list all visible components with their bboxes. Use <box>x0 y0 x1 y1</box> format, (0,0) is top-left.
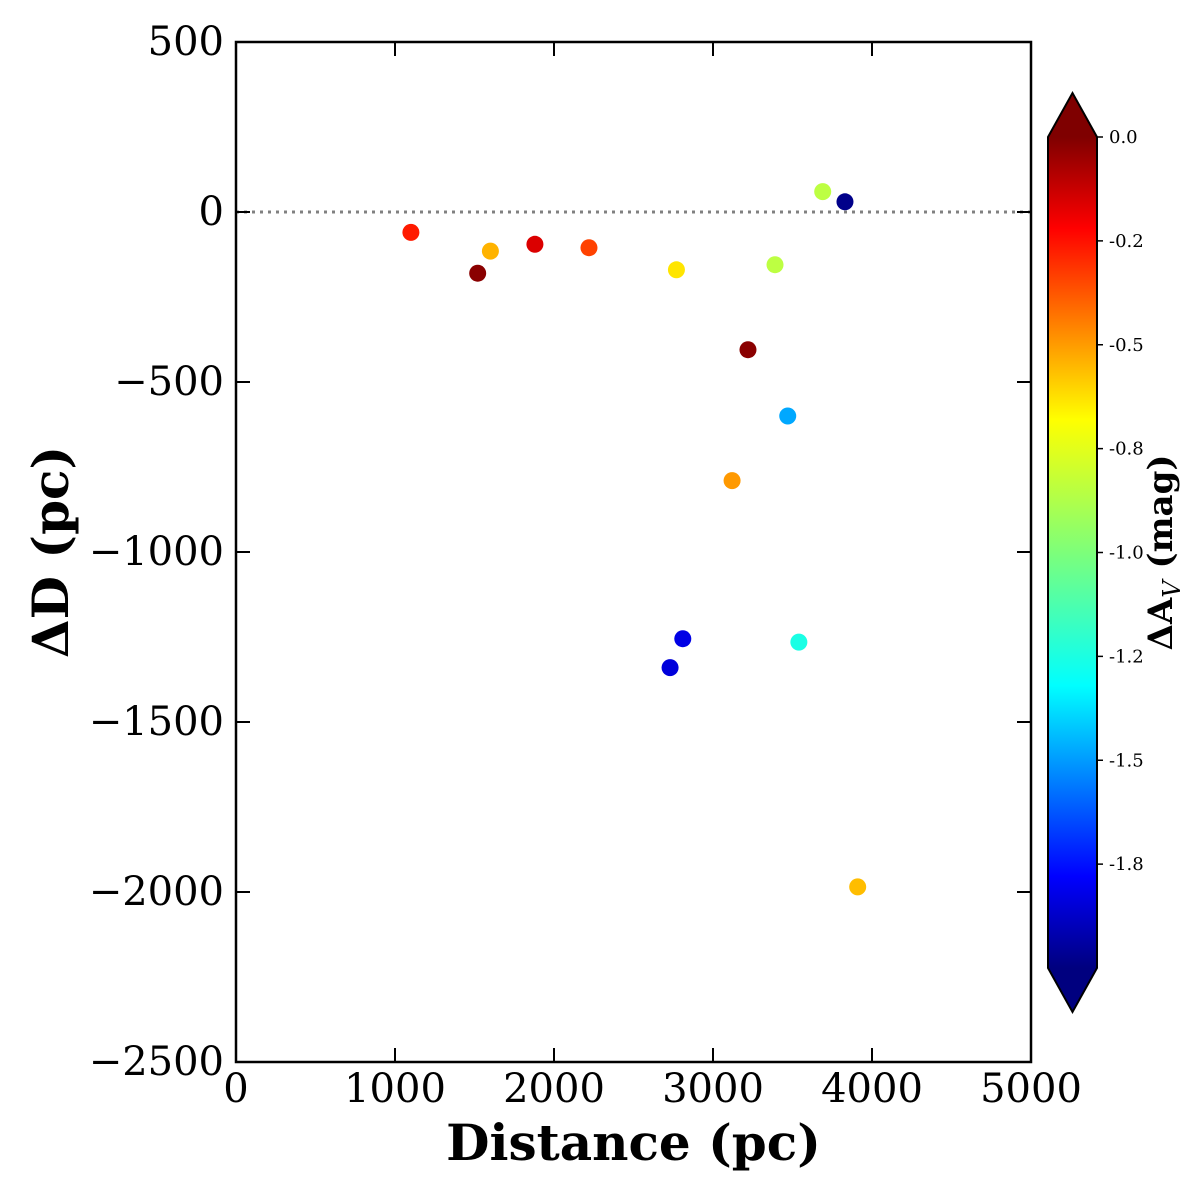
colorbar-tick-label: -1.8 <box>1109 854 1144 875</box>
y-tick-label: −1000 <box>89 529 224 575</box>
y-tick-label: −1500 <box>89 699 224 745</box>
colorbar-title-main: ΔA <box>1141 597 1181 650</box>
x-tick-label: 3000 <box>662 1066 764 1112</box>
y-tick-label: 500 <box>148 19 224 65</box>
y-tick-label: −500 <box>114 359 224 405</box>
data-point <box>739 341 757 359</box>
data-point <box>674 630 692 648</box>
y-axis: 500 0 −500 −1000 −1500 −2000 −2500 <box>89 19 1031 1085</box>
data-point <box>580 239 598 257</box>
data-point <box>402 223 420 241</box>
data-point <box>849 878 867 896</box>
colorbar-tick-label: -1.0 <box>1109 543 1144 564</box>
x-axis: 0 1000 2000 3000 4000 5000 <box>223 42 1082 1112</box>
colorbar-tick-label: -0.5 <box>1109 335 1144 356</box>
plot-area: 0 1000 2000 3000 4000 5000 5000−500−1000−1500… <box>89 19 1082 1112</box>
x-tick-label: 4000 <box>821 1066 923 1112</box>
colorbar: 0.0 -0.2 -0.5 -0.8 -1.0 -1.2 -1.5 -1.8 ΔAV (mag… <box>1047 90 1186 1015</box>
colorbar-title-sub: V <box>1158 578 1186 598</box>
colorbar-ticks: 0.0 -0.2 -0.5 -0.8 -1.0 -1.2 -1.5 -1.8 <box>1097 127 1144 875</box>
colorbar-title-unit: (mag) <box>1141 455 1181 581</box>
data-point <box>526 235 544 253</box>
colorbar-title: ΔAV (mag) <box>1141 455 1186 651</box>
x-tick-label: 5000 <box>980 1066 1082 1112</box>
data-point <box>790 633 808 651</box>
colorbar-tick-label: -1.2 <box>1109 646 1144 667</box>
data-point <box>836 193 854 211</box>
colorbar-extend-min <box>1048 968 1097 1012</box>
colorbar-tick-label: -0.2 <box>1109 231 1144 252</box>
x-tick-label: 1000 <box>344 1066 446 1112</box>
data-point <box>779 407 797 425</box>
y-tick-label: 0 <box>199 189 224 235</box>
data-point <box>661 659 679 677</box>
x-axis-title: Distance (pc) <box>446 1113 821 1172</box>
plot-frame <box>234 40 1033 1064</box>
data-point <box>667 261 685 279</box>
colorbar-outline <box>1047 90 1098 1015</box>
data-points <box>402 183 867 896</box>
x-tick-label: 0 <box>223 1066 248 1112</box>
data-point <box>814 183 832 201</box>
data-point <box>481 242 499 260</box>
data-point <box>469 264 487 282</box>
y-axis-title: ΔD (pc) <box>21 446 80 658</box>
colorbar-tick-label: -1.5 <box>1109 750 1144 771</box>
colorbar-tick-label: -0.8 <box>1109 439 1144 460</box>
data-point <box>766 256 784 274</box>
y-tick-label: −2500 <box>89 1039 224 1085</box>
x-tick-label: 2000 <box>503 1066 605 1112</box>
y-tick-label: −2000 <box>89 869 224 915</box>
data-point <box>723 472 741 490</box>
colorbar-extend-max <box>1048 93 1097 137</box>
colorbar-tick-label: 0.0 <box>1109 127 1138 148</box>
colorbar-gradient <box>1048 137 1097 968</box>
